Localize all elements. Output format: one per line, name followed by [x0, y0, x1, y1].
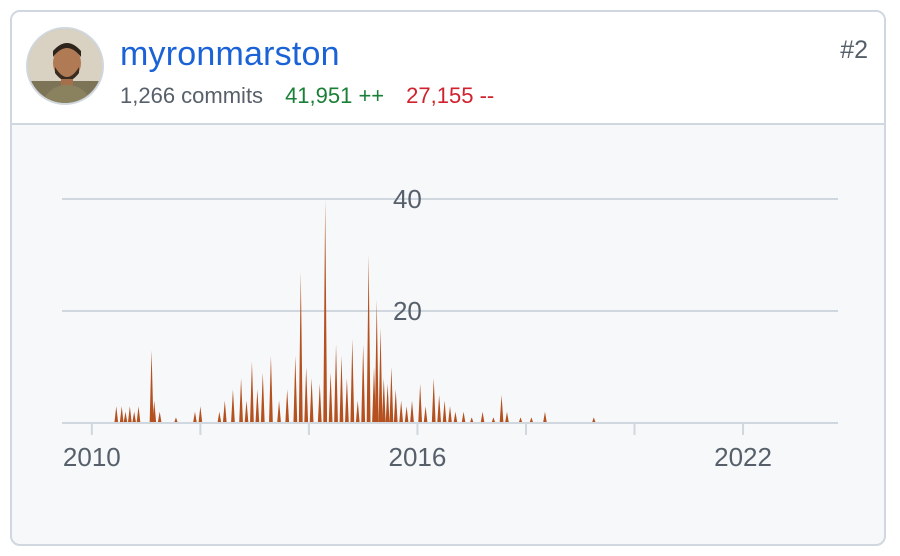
contributor-stats: 1,266 commits 41,951 ++ 27,155 -- [120, 82, 494, 110]
area-spike [431, 378, 436, 423]
y-tick-label: 20 [393, 296, 422, 326]
area-spike [114, 406, 119, 423]
area-spike [448, 406, 452, 423]
area-spike [309, 378, 314, 423]
area-spike [418, 383, 423, 423]
area-spike [543, 411, 547, 423]
y-tick-label: 40 [393, 184, 422, 214]
area-spike [480, 411, 485, 423]
avatar[interactable] [26, 27, 104, 105]
additions-count: 41,951 ++ [285, 83, 385, 108]
area-spike [423, 406, 428, 423]
area-spike [442, 400, 447, 423]
area-spike [198, 406, 203, 423]
area-spike [260, 372, 265, 423]
area-spike [453, 411, 458, 423]
area-spike [393, 389, 398, 423]
area-spike [119, 406, 124, 423]
area-spike [304, 367, 309, 423]
area-spike [239, 378, 243, 423]
area-spike [231, 389, 235, 423]
area-spike [529, 417, 534, 423]
contributor-rank: #2 [840, 36, 868, 64]
area-spike [385, 383, 390, 423]
area-spike [136, 406, 141, 423]
deletions-count: 27,155 -- [406, 83, 495, 108]
area-spike [323, 199, 328, 423]
x-tick-label: 2010 [63, 442, 121, 472]
area-spike [374, 299, 379, 423]
area-spike [132, 411, 137, 423]
area-spike [461, 411, 466, 423]
area-spike [505, 411, 509, 423]
area-spike [491, 417, 496, 423]
area-spike [591, 417, 596, 423]
area-spike [269, 355, 273, 423]
area-spike [499, 395, 504, 423]
area-spike [410, 400, 414, 423]
area-spike [149, 350, 154, 423]
area-spike [123, 411, 128, 423]
area-spike [255, 389, 260, 423]
area-spike [381, 378, 386, 423]
area-spike [193, 411, 197, 423]
area-spike [277, 400, 281, 423]
area-spike [217, 411, 222, 423]
area-spike [404, 406, 409, 423]
area-spike [339, 355, 344, 423]
card-header: myronmarston 1,266 commits 41,951 ++ 27,15… [12, 12, 884, 125]
area-spike [389, 367, 394, 423]
area-spike [250, 361, 254, 423]
area-spike [285, 389, 290, 423]
commit-count[interactable]: 1,266 commits [120, 83, 264, 108]
contributor-username-link[interactable]: myronmarston [120, 35, 340, 73]
area-spike [328, 372, 333, 423]
area-spike [293, 355, 298, 423]
area-spike [127, 406, 132, 423]
area-spike [317, 383, 322, 423]
area-spike [152, 400, 157, 423]
area-spike [361, 344, 366, 423]
area-spike [174, 417, 178, 423]
area-spike [372, 367, 376, 423]
area-spike [344, 378, 349, 423]
area-spike [298, 271, 303, 423]
area-spike [378, 327, 383, 423]
area-spike [334, 344, 338, 423]
area-spike [469, 417, 474, 423]
area-spike [437, 395, 442, 423]
avatar-photo-icon [28, 29, 102, 103]
area-spike [366, 255, 371, 423]
commit-activity-chart: 2010 2016 2022 20 40 [62, 184, 838, 472]
contributor-card: myronmarston 1,266 commits 41,951 ++ 27,15… [10, 10, 886, 546]
area-spike [244, 400, 249, 423]
area-spike [157, 411, 162, 423]
area-spike [222, 400, 227, 423]
area-spike [399, 400, 404, 423]
x-tick-label: 2022 [714, 442, 772, 472]
area-spike [518, 417, 523, 423]
x-tick-label: 2016 [389, 442, 447, 472]
area-spike [350, 339, 355, 423]
area-spike [355, 400, 360, 423]
